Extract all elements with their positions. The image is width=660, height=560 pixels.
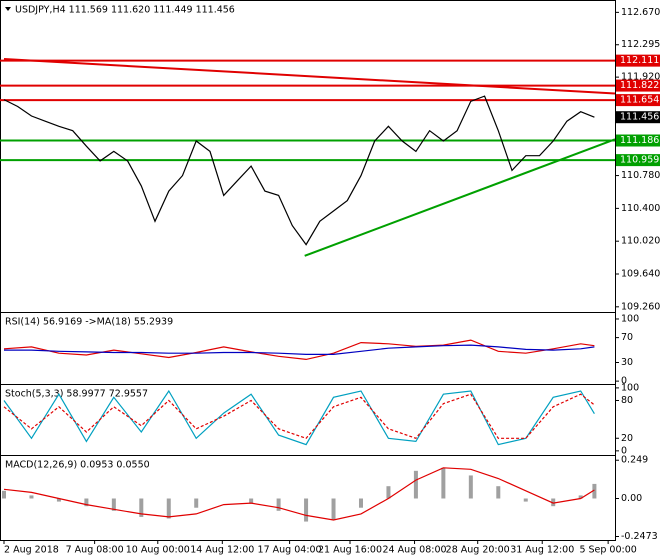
series-line	[3, 389, 595, 446]
x-tick-label: 10 Aug 00:00	[126, 545, 190, 556]
bar	[358, 498, 363, 508]
bar	[139, 498, 144, 517]
y-tick-label: 110.020	[621, 236, 660, 247]
y-tick-label: 109.640	[621, 269, 660, 280]
series-line	[3, 339, 595, 361]
level-label: 111.456	[620, 112, 659, 123]
bar	[276, 498, 281, 511]
bar	[166, 498, 171, 519]
level-label-box	[616, 111, 660, 124]
level-label: 111.822	[620, 80, 659, 91]
bar	[304, 498, 309, 522]
bar	[386, 486, 391, 499]
y-tick-label: 0.249	[621, 455, 648, 466]
x-tick-label: 28 Aug 20:00	[446, 545, 510, 556]
x-tick-label: 24 Aug 08:00	[383, 545, 447, 556]
level-label-box	[616, 54, 660, 67]
level-label-box	[616, 134, 660, 147]
panel-title: Stoch(5,3,3) 58.9977 72.9557	[5, 389, 148, 400]
y-tick-label: 110.780	[621, 170, 660, 181]
y-tick-label: 100	[621, 382, 639, 393]
y-tick-label: 0.00	[621, 493, 642, 504]
bar	[468, 475, 473, 499]
y-tick-label: -0.2473	[621, 531, 658, 542]
bar	[84, 498, 89, 507]
series-line	[4, 344, 595, 355]
bar	[331, 498, 336, 521]
y-tick-label: 111.920	[621, 72, 660, 83]
bar	[249, 498, 254, 504]
bar	[111, 498, 116, 511]
bar	[578, 495, 583, 499]
y-tick-label: 70	[621, 332, 633, 343]
x-tick-label: 17 Aug 04:00	[258, 545, 322, 556]
series-line	[3, 95, 595, 246]
x-tick-label: 7 Aug 08:00	[66, 545, 124, 556]
menu-icon	[5, 7, 11, 11]
panel-title: RSI(14) 56.9169 ->MA(18) 55.2939	[5, 317, 173, 328]
level-label: 111.186	[620, 135, 659, 146]
frame	[0, 0, 616, 541]
panel-title: USDJPY,H4 111.569 111.620 111.449 111.45…	[15, 5, 235, 16]
series-line	[3, 393, 595, 440]
bar	[2, 490, 6, 499]
y-tick-label: 109.260	[621, 301, 660, 312]
bar	[194, 498, 199, 508]
y-tick-label: 112.295	[621, 39, 660, 50]
bar	[441, 467, 446, 499]
bar	[551, 498, 556, 507]
bar	[592, 483, 597, 499]
x-tick-label: 21 Aug 16:00	[318, 545, 382, 556]
y-tick-label: 0	[621, 376, 627, 387]
trend-line	[304, 138, 616, 257]
level-label: 112.111	[620, 55, 659, 66]
y-tick-label: 20	[621, 433, 633, 444]
bar	[413, 470, 418, 499]
x-tick-label: 5 Sep 00:00	[579, 545, 636, 556]
bar	[496, 486, 501, 499]
bar	[29, 495, 34, 499]
y-tick-label: 0	[621, 445, 627, 456]
y-tick-label: 100	[621, 313, 639, 324]
bar	[56, 498, 61, 502]
y-tick-label: 112.670	[621, 7, 660, 18]
y-tick-label: 110.400	[621, 203, 660, 214]
level-label-box	[616, 154, 660, 167]
x-tick-label: 2 Aug 2018	[4, 545, 59, 556]
bar	[523, 498, 528, 502]
x-tick-label: 14 Aug 12:00	[190, 545, 254, 556]
y-tick-label: 80	[621, 395, 633, 406]
level-label: 110.959	[620, 155, 659, 166]
x-tick-label: 31 Aug 12:00	[510, 545, 574, 556]
y-tick-label: 30	[621, 357, 633, 368]
level-label: 111.654	[620, 95, 659, 106]
level-label-box	[616, 79, 660, 92]
panel-title: MACD(12,26,9) 0.0953 0.0550	[5, 460, 150, 471]
trend-line	[3, 57, 616, 95]
series-line	[3, 467, 595, 521]
level-label-box	[616, 94, 660, 107]
